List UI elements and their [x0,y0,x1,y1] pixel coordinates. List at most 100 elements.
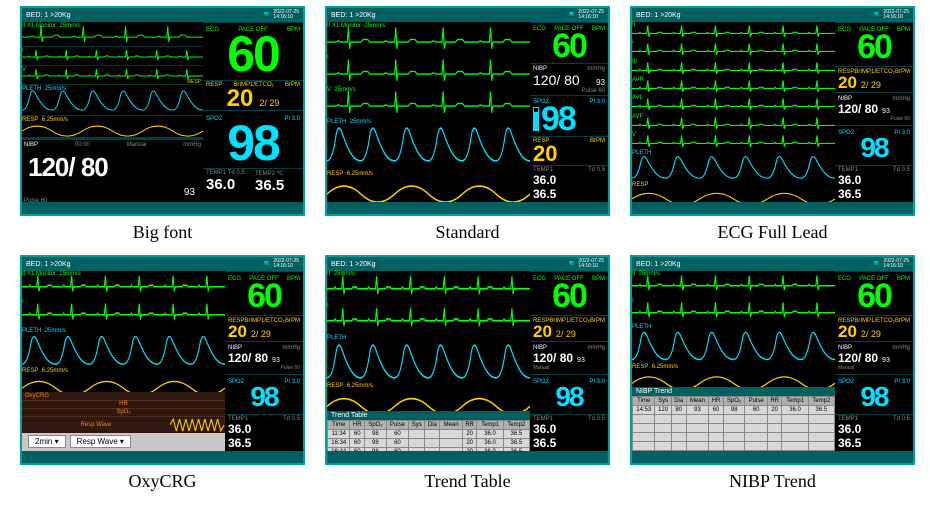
lead-label: II X1 Monitor 25mm/s [327,23,386,29]
top-bar: BED: 1 >20Kg ≋ 2022-07-25 14:16:10 [22,8,303,22]
nibp-tile[interactable]: NIBP 00:00 Manual mmHg 120/ 80 93 Pulse … [22,139,203,206]
spo2-tile[interactable]: SPO2PI 3.098 [225,374,303,414]
nibp-trend-panel: NIBP Trend TimeSysDiaMeanHRSpO₂PulseRRTe… [632,387,835,451]
nibp-value: 120/ 80 [838,102,878,116]
spo2-tile[interactable]: SPO2PI 3.098 [835,374,913,414]
spo2-tile[interactable]: SPO2PI 3.0 98 [835,125,913,165]
vitals-panel: ECGPACE OFFBPM60 RESPBrIMP1/ETCO₂BrPM202… [530,271,608,451]
monitor-oxycrg: BED: 1 >20Kg ≋ 2022-07-2514:16:10 II X1 … [20,255,305,465]
spo2-tile[interactable]: SPO2PI 3.0 98 [530,95,608,136]
nibp-trend-table[interactable]: TimeSysDiaMeanHRSpO₂PulseRRTemp1Temp2 14… [632,396,835,451]
resp-value: 20 [838,324,857,339]
oxycrg-wave-dropdown[interactable]: Resp Wave ▾ [70,435,131,448]
lead-i-label: I [22,48,24,54]
nibp-tile[interactable]: NIBPmmHg120/ 8093Pulse 60 [225,341,303,374]
waveform-area: II I III AVR AVL AVF V PLETH RESP [632,22,835,202]
monitor-nibptrend: BED: 1 >20Kg ≋ 2022-07-2514:16:10 II 25m… [630,255,915,465]
trend-table-panel: Trend Table TimeHRSpO₂PulseSysDiaMeanRRT… [327,411,530,451]
nibp-tile[interactable]: NIBPmmHg120/ 8093Manual [530,341,608,374]
temp2-value: 36.5 [838,436,910,450]
table-row[interactable] [633,433,835,442]
resp-tile[interactable]: RESPBrIMP1/ETCO₂BrPM 20 2/ 29 [203,80,303,111]
hr-tile[interactable]: ECGPACE OFFBPM 60 [530,22,608,63]
resp-label: RESP 6.25mm/s [327,171,373,177]
caption-standard: Standard [325,220,610,251]
temp1-value: 36.0 [228,422,300,436]
trend-table[interactable]: TimeHRSpO₂PulseSysDiaMeanRRTemp1Temp2 11… [327,420,530,451]
spo2-tile[interactable]: SPO2PI 3.098 [530,374,608,414]
hr-tile[interactable]: ECGPACE OFFBPM60 [225,271,303,315]
temp-tile[interactable]: TEMP1 Td 0.5 36.0 TEMP2 ℃ 36.5 [203,168,303,202]
nibp-tile[interactable]: NIBPmmHg120/ 8093Manual [835,341,913,374]
resp-tile[interactable]: RESPBrIMP1/ETCO₂BrPM202/ 29 [835,315,913,340]
table-row[interactable] [633,415,835,424]
hr-tile[interactable]: ECGPACE OFFBPM60 [835,271,913,315]
wifi-icon: ≋ [569,10,575,20]
spo2-tile[interactable]: SPO2PI 3.0 98 [203,110,303,168]
caption-nibptrend: NIBP Trend [630,469,915,500]
hr-value: 60 [533,32,605,61]
table-row[interactable] [633,442,835,451]
table-row[interactable]: 14:5312080936098602036.036.5 [633,406,835,415]
nibp-tile[interactable]: NIBPmmHg 120/ 8093 Pulse 60 [835,92,913,125]
spo2-value: 98 [228,385,300,409]
temp1-value: 36.0 [206,176,251,193]
resp-tile[interactable]: RESPBrPM 20 [530,136,608,165]
nibp-trend-title: NIBP Trend [632,387,835,396]
nibp-value: 120/ 80 [533,351,573,365]
temp-tile[interactable]: TEMP1Td 0.5 36.0 36.5 [835,165,913,202]
table-row[interactable]: 16:346098602036.036.5 [328,439,530,448]
spo2-value: 98 [838,385,910,409]
resp-value: 20 [838,75,857,90]
resp-tile[interactable]: RESPBrIMP1/ETCO₂BrPM202/ 29 [530,315,608,340]
temp-tile[interactable]: TEMP1Td 0.536.036.5 [530,414,608,451]
spo2-bar-icon [533,107,539,131]
nibp-value: 120/ 80 [533,72,580,88]
bed-label: BED: 1 >20Kg [636,261,681,268]
nibp-tile[interactable]: NIBPmmHg 120/ 80 93 Pulse 60 [530,63,608,95]
resp-tile[interactable]: RESPBrIMP1/ETCO₂BrPM 202/ 29 [835,66,913,91]
nibp-mean: 93 [24,187,201,198]
bed-label: BED: 1 >20Kg [26,12,71,19]
hr-value: 60 [838,282,910,311]
bed-label: BED: 1 >20Kg [26,261,71,268]
temp-tile[interactable]: TEMP1Td 0.536.036.5 [835,414,913,451]
nibp-value: 120/ 80 [24,148,201,187]
hr-tile[interactable]: ECGPACE OFFBPM 60 [835,22,913,66]
bottom-bar [327,202,608,214]
lead-label: II X1 Monitor 25mm/s [22,23,81,29]
caption-bigfont: Big font [20,220,305,251]
pulse-label: Pulse 60 [24,198,201,204]
monitor-trendtable: BED: 1 >20Kg ≋ 2022-07-2514:16:10 II 25m… [325,255,610,465]
temp2-value: 36.5 [228,436,300,450]
temp-tile[interactable]: TEMP1Td 0.536.036.5 [225,414,303,451]
monitor-ecg-full: BED: 1 >20Kg ≋ 2022-07-2514:16:10 II I I… [630,6,915,216]
temp2-value: 36.5 [255,177,300,194]
temp-tile[interactable]: TEMP1Td 0.5 36.0 36.5 [530,165,608,202]
monitor-bigfont: BED: 1 >20Kg ≋ 2022-07-25 14:16:10 II X1… [20,6,305,216]
top-bar: BED: 1 >20Kg ≋ 2022-07-2514:16:10 [327,8,608,22]
oxycrg-timescale-dropdown[interactable]: 2min ▾ [28,435,66,448]
resp-tile[interactable]: RESPBrIMP1/ETCO₂BrPM202/ 29 [225,315,303,340]
caption-trendtable: Trend Table [325,469,610,500]
trend-table-title: Trend Table [327,411,530,420]
vitals-panel: ECGPACE OFFBPM 60 RESPBrIMP1/ETCO₂BrPM 2… [835,22,913,202]
table-row[interactable]: 11:346098602036.036.5 [328,430,530,439]
temp1-value: 36.0 [533,173,605,187]
monitor-layout-grid: BED: 1 >20Kg ≋ 2022-07-25 14:16:10 II X1… [0,0,930,506]
hr-tile[interactable]: ECGPACE OFFBPM 60 [203,22,303,80]
oxycrg-title: OxyCRG [22,392,225,401]
hr-tile[interactable]: ECGPACE OFFBPM60 [530,271,608,315]
upper-area: II 25mm/s I PLETH RESP 6.25mm/s NIBP Tre… [632,271,835,451]
vitals-panel: ECGPACE OFFBPM60 RESPBrIMP1/ETCO₂BrPM202… [835,271,913,451]
temp1-value: 36.0 [533,422,605,436]
bottom-bar [327,451,608,463]
wifi-icon: ≋ [569,259,575,269]
bed-label: BED: 1 >20Kg [331,261,376,268]
temp2-value: 36.5 [533,436,605,450]
bottom-bar [632,451,913,463]
table-row[interactable] [633,424,835,433]
spo2-value: 98 [838,136,910,160]
waveform-area: II X1 Monitor 25mm/s I V 25mm/s PLETH 25… [327,22,530,202]
pleth-label: PLETH 25mm/s [22,86,66,92]
